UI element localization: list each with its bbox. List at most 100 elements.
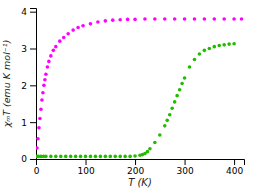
point xyxy=(163,17,167,21)
tick-mark xyxy=(30,85,36,86)
point xyxy=(94,155,98,159)
point xyxy=(54,45,58,49)
tick: 0 xyxy=(34,159,40,176)
point xyxy=(42,84,46,88)
y-axis-line xyxy=(30,9,37,160)
point xyxy=(47,60,51,64)
point xyxy=(163,124,167,128)
tick-label: 0 xyxy=(34,166,40,176)
point xyxy=(217,44,221,48)
tick-label: 4 xyxy=(21,7,27,17)
point xyxy=(158,133,162,137)
tick: 2 xyxy=(21,81,36,91)
point xyxy=(118,155,122,159)
point xyxy=(108,155,112,159)
tick-label: 2 xyxy=(21,81,27,91)
x-axis: 0 100 200 300 400 xyxy=(34,159,245,176)
point xyxy=(173,100,177,104)
tick: 0 xyxy=(21,154,36,164)
point xyxy=(240,17,244,21)
tick-label: 1 xyxy=(21,118,27,128)
point xyxy=(64,155,68,159)
point xyxy=(118,18,122,22)
marks xyxy=(36,17,243,158)
point xyxy=(69,155,73,159)
point xyxy=(96,20,100,24)
point xyxy=(178,88,182,92)
tick-mark xyxy=(30,159,36,160)
point xyxy=(84,155,88,159)
tick-label: 400 xyxy=(226,166,243,176)
point xyxy=(153,17,157,21)
point xyxy=(126,18,130,22)
tick-label: 200 xyxy=(127,166,144,176)
point xyxy=(37,126,41,130)
point xyxy=(123,155,127,159)
point xyxy=(148,147,152,151)
point xyxy=(193,17,197,21)
point xyxy=(46,65,50,69)
point xyxy=(143,17,147,21)
point xyxy=(54,155,58,159)
point xyxy=(66,32,70,36)
point xyxy=(43,78,47,82)
point xyxy=(208,47,212,51)
point xyxy=(232,42,236,46)
point xyxy=(175,94,179,98)
point xyxy=(62,36,66,40)
tick: 200 xyxy=(127,159,144,176)
tick: 1 xyxy=(21,118,36,128)
point xyxy=(128,155,132,159)
chart: 010020030040001234T (K)χₘT (emu K mol⁻¹) xyxy=(0,0,254,189)
point xyxy=(104,155,108,159)
tick: 3 xyxy=(21,44,36,54)
series xyxy=(36,17,243,150)
point xyxy=(79,155,83,159)
point xyxy=(232,17,236,21)
point xyxy=(99,155,103,159)
tick-mark xyxy=(185,159,186,165)
point xyxy=(146,150,150,154)
point xyxy=(74,155,78,159)
point xyxy=(170,106,174,110)
point xyxy=(71,28,75,32)
tick: 4 xyxy=(21,7,36,17)
point xyxy=(76,26,80,30)
tick-mark xyxy=(135,159,136,165)
point xyxy=(133,154,137,158)
point xyxy=(165,119,169,123)
point xyxy=(52,49,56,53)
point xyxy=(89,155,93,159)
tick-mark xyxy=(234,159,235,165)
tick: 400 xyxy=(226,159,243,176)
y-axis: 0 1 2 3 4 xyxy=(21,7,36,164)
tick-mark xyxy=(30,12,36,13)
point xyxy=(104,19,108,23)
tick-label: 100 xyxy=(77,166,94,176)
point xyxy=(49,54,53,58)
point xyxy=(173,17,177,21)
point xyxy=(59,155,63,159)
point xyxy=(44,72,48,76)
point xyxy=(203,17,207,21)
tick-mark xyxy=(30,122,36,123)
point xyxy=(36,137,40,141)
x-axis-title: T (K) xyxy=(128,177,152,188)
point xyxy=(39,107,43,111)
point xyxy=(227,42,231,46)
point xyxy=(180,82,184,86)
point xyxy=(188,65,192,69)
point xyxy=(198,52,202,56)
point xyxy=(38,117,42,121)
point xyxy=(89,22,93,26)
point xyxy=(111,18,115,22)
tick-label: 3 xyxy=(21,44,27,54)
plot-area: 0 100 200 300 400 0 1 2 3 4 xyxy=(21,7,244,176)
point xyxy=(168,113,172,117)
x-axis-line xyxy=(37,160,245,166)
tick-label: 300 xyxy=(176,166,193,176)
point xyxy=(183,76,187,80)
point xyxy=(58,39,62,43)
point xyxy=(44,155,48,159)
point xyxy=(36,146,39,150)
